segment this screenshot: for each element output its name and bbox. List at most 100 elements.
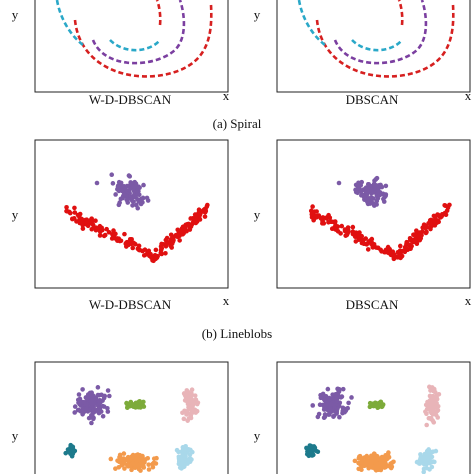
panel-caption: DBSCAN [346, 92, 399, 107]
point [188, 447, 193, 453]
point [359, 459, 364, 465]
point [336, 387, 342, 392]
row-caption: (b) Lineblobs [202, 326, 272, 341]
point [371, 203, 377, 208]
point [89, 405, 95, 410]
point [82, 400, 87, 405]
point [119, 184, 125, 189]
point [329, 226, 335, 231]
point [130, 245, 136, 251]
x-axis-label: x [223, 88, 230, 103]
point [205, 202, 210, 208]
point [189, 391, 194, 396]
point [434, 404, 439, 410]
row-caption: (a) Spiral [213, 116, 262, 131]
point [339, 223, 345, 229]
point [342, 227, 348, 232]
point [151, 460, 157, 466]
point [370, 245, 376, 250]
point [64, 204, 69, 210]
point [100, 413, 106, 419]
point [366, 189, 371, 195]
point [163, 250, 168, 256]
point [339, 394, 345, 399]
point [84, 396, 90, 402]
point [110, 181, 116, 186]
point [190, 410, 195, 415]
point [154, 455, 159, 461]
point [169, 245, 174, 250]
point [381, 196, 386, 202]
point [115, 458, 120, 463]
spiral-arm [155, 0, 162, 26]
point [390, 249, 396, 254]
point [320, 391, 326, 397]
point [80, 406, 86, 412]
point [340, 386, 346, 392]
point [159, 251, 164, 257]
point [118, 455, 123, 461]
point [374, 454, 380, 460]
point [383, 247, 389, 253]
point [310, 209, 315, 215]
spiral-arm [297, 0, 326, 47]
point [130, 454, 135, 460]
point [152, 252, 158, 258]
point [411, 239, 416, 245]
point [408, 246, 413, 252]
point [146, 467, 152, 472]
point [189, 387, 195, 393]
point [359, 467, 364, 473]
point [360, 456, 366, 461]
plot-area [64, 172, 210, 264]
point [175, 227, 181, 233]
point [89, 216, 94, 221]
point [430, 418, 436, 423]
y-axis-label: y [254, 207, 261, 222]
point [89, 390, 94, 395]
point [133, 456, 139, 462]
point [67, 210, 73, 216]
point [310, 403, 316, 408]
point [153, 247, 159, 253]
point [325, 386, 331, 392]
x-axis-label: x [465, 88, 472, 103]
point [365, 181, 371, 187]
point [84, 406, 89, 411]
point [384, 456, 389, 462]
point [197, 217, 203, 222]
point [424, 465, 429, 471]
point [104, 226, 109, 232]
point [353, 239, 359, 244]
point [99, 392, 104, 398]
point [67, 449, 72, 455]
point [188, 415, 194, 421]
point [374, 463, 379, 468]
point [116, 188, 122, 193]
point [101, 233, 107, 239]
plot-area [63, 385, 201, 473]
plot-area [297, 0, 455, 78]
point [179, 461, 184, 466]
point [133, 400, 139, 406]
point [383, 183, 389, 189]
y-axis-label: y [254, 428, 261, 443]
point [311, 217, 316, 223]
plot-area [308, 175, 452, 262]
point [132, 184, 137, 190]
x-axis-label: x [223, 293, 230, 308]
point [334, 396, 339, 402]
point [138, 405, 143, 410]
point [427, 384, 432, 390]
point [388, 461, 393, 467]
point [124, 197, 130, 203]
point [159, 245, 165, 251]
point [196, 207, 202, 213]
point [181, 464, 186, 470]
point [327, 412, 332, 417]
point [140, 460, 145, 465]
point [129, 467, 134, 473]
point [130, 203, 135, 208]
point [113, 192, 118, 197]
